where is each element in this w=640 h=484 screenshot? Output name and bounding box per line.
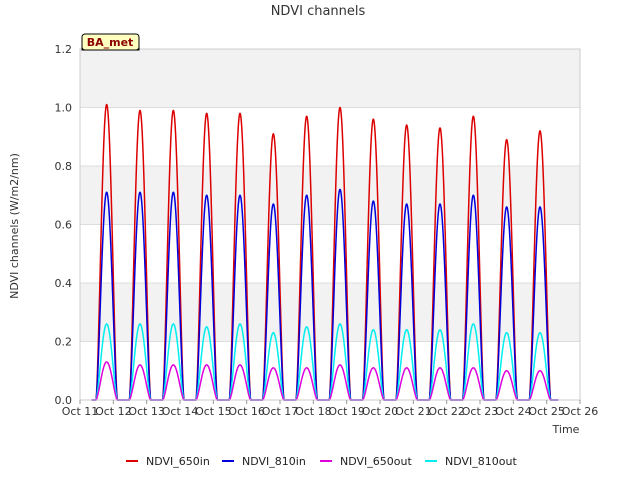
- background-band: [80, 224, 580, 283]
- background-band: [80, 49, 580, 108]
- y-tick-label: 0.0: [55, 394, 73, 407]
- background-band: [80, 283, 580, 342]
- x-tick-label: Oct 15: [195, 405, 232, 418]
- legend-label: NDVI_810in: [242, 455, 306, 468]
- badge-box: [81, 33, 140, 51]
- y-tick-label: 1.0: [55, 102, 73, 115]
- site-badge: BA_met: [81, 33, 140, 51]
- y-tick-label: 0.4: [55, 277, 73, 290]
- y-tick-label: 0.2: [55, 336, 73, 349]
- background-band: [80, 107, 580, 166]
- x-tick-label: Oct 13: [128, 405, 165, 418]
- legend-label: NDVI_650in: [146, 455, 210, 468]
- chart-title: NDVI channels: [271, 4, 366, 19]
- x-tick-label: Oct 12: [95, 405, 132, 418]
- x-tick-label: Oct 23: [462, 405, 499, 418]
- x-tick-label: Oct 20: [362, 405, 399, 418]
- x-tick-label: Oct 19: [328, 405, 365, 418]
- x-tick-label: Oct 11: [62, 405, 99, 418]
- y-tick-label: 0.8: [55, 160, 73, 173]
- legend-label: NDVI_650out: [340, 455, 412, 468]
- y-axis-title: NDVI channels (W/m2/nm): [8, 153, 21, 299]
- x-tick-label: Oct 18: [295, 405, 332, 418]
- x-axis-title: Time: [552, 423, 580, 436]
- y-tick-label: 0.6: [55, 219, 73, 232]
- background-band: [80, 166, 580, 225]
- legend: NDVI_650in NDVI_810in NDVI_650out NDVI_810o…: [126, 455, 517, 468]
- x-tick-label: Oct 16: [228, 405, 265, 418]
- y-tick-label: 1.2: [55, 43, 73, 56]
- badge-label: BA_met: [87, 36, 134, 49]
- legend-label: NDVI_810out: [445, 455, 517, 468]
- plot-background-bands: [80, 49, 580, 400]
- x-tick-label: Oct 17: [262, 405, 299, 418]
- plot-frame: [79, 48, 581, 401]
- x-tick-label: Oct 25: [528, 405, 565, 418]
- x-tick-label: Oct 21: [395, 405, 432, 418]
- y-tick-labels: 0.0 0.2 0.4 0.6 0.8 1.0 1.2: [55, 43, 73, 407]
- x-tick-label: Oct 26: [562, 405, 599, 418]
- x-tick-label: Oct 24: [495, 405, 532, 418]
- x-tick-label: Oct 14: [162, 405, 199, 418]
- x-tick-label: Oct 22: [428, 405, 465, 418]
